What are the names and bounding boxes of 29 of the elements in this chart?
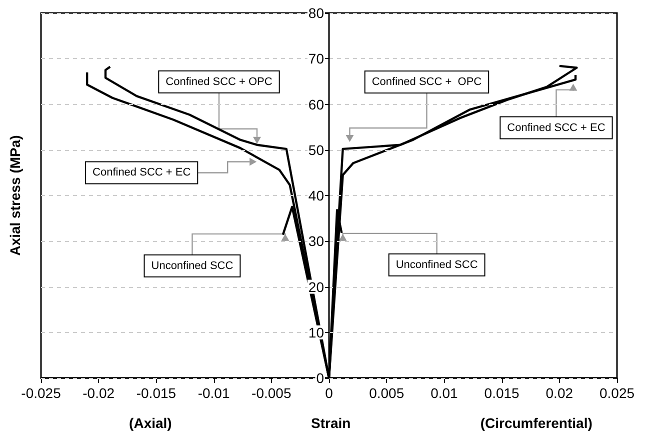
x-tick-label: -0.025 [21,385,62,401]
annotation: Unconfined SCC [396,258,478,271]
x-tick-label: 0.02 [546,385,574,401]
y-tick-label: 50 [308,142,324,158]
y-tick-label: 20 [308,278,324,295]
y-tick-label: 60 [308,96,324,112]
text: (Axial) [129,415,172,431]
y-tick-label: 0 [316,370,324,386]
annotation: Confined SCC + OPC [166,76,272,88]
annotation: Unconfined SCC [151,260,234,272]
annotation: Confined SCC + EC [507,122,606,134]
y-axis-title: Axial stress (MPa) [7,135,23,256]
x-tick-label: 0.01 [430,385,458,401]
y-tick-label: 10 [308,324,324,340]
x-tick-label: 0.005 [369,385,404,401]
x-tick-label: -0.02 [82,385,115,401]
annotation: Confined SCC + OPC [372,76,482,88]
x-tick-label: 0.015 [484,385,520,401]
x-axis-title: Strain [311,415,351,431]
y-tick-label: 70 [308,50,324,67]
y-tick-label: 40 [308,188,324,204]
x-tick-label: -0.01 [198,385,230,401]
y-tick-label: 80 [308,5,324,21]
x-tick-label: 0.025 [599,385,635,401]
annotation: Confined SCC + EC [92,166,191,179]
x-tick-label: -0.005 [252,385,292,401]
y-tick-label: 30 [308,233,324,250]
text: (Circumferential) [480,415,592,431]
x-tick-label: -0.015 [136,385,176,401]
